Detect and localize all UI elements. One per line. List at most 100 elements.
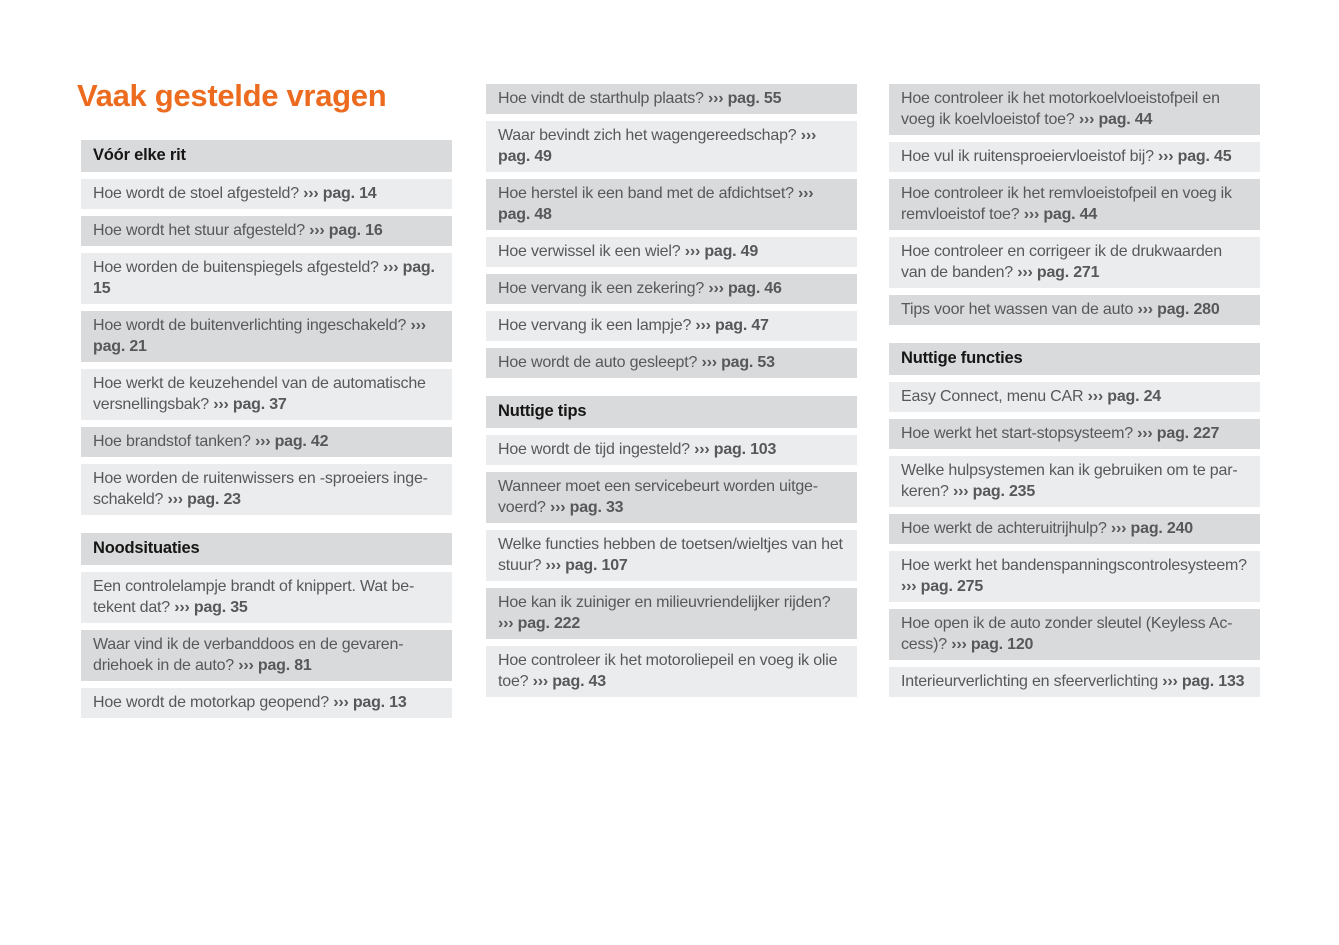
faq-item: Hoe wordt de stoel afgesteld? ››› pag. 1… xyxy=(81,179,452,209)
faq-item: Hoe kan ik zuiniger en milieuvriendelijk… xyxy=(486,588,857,639)
page-reference: ››› pag. 16 xyxy=(309,222,383,239)
question-text: Hoe vul ik ruitensproeiervloeistof bij? xyxy=(901,148,1154,165)
faq-item: Hoe controleer ik het motorkoelvloeistof… xyxy=(889,84,1260,135)
faq-item: Hoe worden de buitenspiegels afgesteld? … xyxy=(81,253,452,304)
page-reference: ››› pag. 13 xyxy=(333,694,407,711)
page-reference: ››› pag. 103 xyxy=(694,441,777,458)
page-reference: ››› pag. 35 xyxy=(174,599,248,616)
faq-item: Hoe controleer ik het remvloeistofpeil e… xyxy=(889,179,1260,230)
faq-item: Hoe open ik de auto zonder sleutel (Keyl… xyxy=(889,609,1260,660)
page-reference: ››› pag. 49 xyxy=(684,243,759,260)
question-text: Hoe wordt het stuur afgesteld? xyxy=(93,222,305,239)
page-reference: ››› pag. 120 xyxy=(951,636,1034,653)
page-reference: ››› pag. 21 xyxy=(93,317,426,355)
section-header: Nuttige functies xyxy=(889,343,1260,375)
question-text: Hoe werkt de keuzehendel van de automati… xyxy=(93,375,426,413)
page-reference: ››› pag. 43 xyxy=(532,673,607,690)
question-text: Wanneer moet een servicebeurt worden uit… xyxy=(498,478,819,516)
question-text: Tips voor het wassen van de auto xyxy=(901,301,1134,318)
question-text: Hoe controleer en corrigeer ik de drukwa… xyxy=(901,243,1222,281)
faq-item: Welke functies hebben de toetsen/wieltje… xyxy=(486,530,857,581)
question-text: Welke hulpsystemen kan ik gebruiken om t… xyxy=(901,462,1238,500)
faq-column-2: Hoe vindt de starthulp plaats? ››› pag. … xyxy=(486,84,857,704)
question-text: Hoe wordt de motorkap geopend? xyxy=(93,694,329,711)
faq-item: Een controlelampje brandt of knippert. W… xyxy=(81,572,452,623)
faq-item: Hoe vul ik ruitensproeiervloeistof bij? … xyxy=(889,142,1260,172)
page-reference: ››› pag. 275 xyxy=(901,578,984,595)
section-header: Noodsituaties xyxy=(81,533,452,565)
faq-item: Hoe wordt het stuur afgesteld? ››› pag. … xyxy=(81,216,452,246)
page-reference: ››› pag. 46 xyxy=(708,280,782,297)
question-text: Waar vind ik de verbanddoos en de gevare… xyxy=(93,636,404,674)
faq-item: Hoe wordt de auto gesleept? ››› pag. 53 xyxy=(486,348,857,378)
question-text: Welke functies hebben de toetsen/wieltje… xyxy=(498,536,843,574)
question-text: Hoe wordt de stoel afgesteld? xyxy=(93,185,299,202)
faq-column-1: Vóór elke rit Hoe wordt de stoel afgestel… xyxy=(81,140,452,725)
question-text: Hoe controleer ik het remvloeistofpeil e… xyxy=(901,185,1232,223)
question-text: Hoe kan ik zuiniger en milieuvriendelijk… xyxy=(498,594,831,611)
page-reference: ››› pag. 227 xyxy=(1137,425,1220,442)
page-reference: ››› pag. 240 xyxy=(1110,520,1193,537)
question-text: Hoe wordt de auto gesleept? xyxy=(498,354,698,371)
faq-item: Hoe werkt het start-stopsysteem? ››› pag… xyxy=(889,419,1260,449)
page-reference: ››› pag. 44 xyxy=(1023,206,1098,223)
page-title: Vaak gestelde vragen xyxy=(77,78,387,113)
question-text: Hoe werkt de achteruitrijhulp? xyxy=(901,520,1107,537)
question-text: Hoe vervang ik een zekering? xyxy=(498,280,705,297)
section-header: Nuttige tips xyxy=(486,396,857,428)
faq-item: Hoe controleer en corrigeer ik de drukwa… xyxy=(889,237,1260,288)
question-text: Hoe vindt de starthulp plaats? xyxy=(498,90,704,107)
faq-item: Hoe brandstof tanken? ››› pag. 42 xyxy=(81,427,452,457)
question-text: Hoe worden de ruitenwissers en -sproeier… xyxy=(93,470,428,508)
faq-item: Hoe worden de ruitenwissers en -sproeier… xyxy=(81,464,452,515)
question-text: Hoe werkt het start-stopsysteem? xyxy=(901,425,1133,442)
page-reference: ››› pag. 49 xyxy=(498,127,817,165)
question-text: Waar bevindt zich het wagengereedschap? xyxy=(498,127,797,144)
page-reference: ››› pag. 14 xyxy=(303,185,377,202)
page-reference: ››› pag. 42 xyxy=(254,433,329,450)
page-reference: ››› pag. 107 xyxy=(545,557,628,574)
faq-item: Hoe werkt het bandenspanningscontrolesys… xyxy=(889,551,1260,602)
page-reference: ››› pag. 37 xyxy=(213,396,287,413)
question-text: Hoe herstel ik een band met de afdichtse… xyxy=(498,185,794,202)
page-reference: ››› pag. 271 xyxy=(1017,264,1100,281)
faq-item: Easy Connect, menu CAR ››› pag. 24 xyxy=(889,382,1260,412)
section-header: Vóór elke rit xyxy=(81,140,452,172)
question-text: Hoe open ik de auto zonder sleutel (Keyl… xyxy=(901,615,1233,653)
faq-item: Hoe wordt de buitenverlichting ingeschak… xyxy=(81,311,452,362)
faq-item: Hoe herstel ik een band met de afdichtse… xyxy=(486,179,857,230)
faq-item: Tips voor het wassen van de auto ››› pag… xyxy=(889,295,1260,325)
page-reference: ››› pag. 23 xyxy=(167,491,242,508)
faq-item: Welke hulpsystemen kan ik gebruiken om t… xyxy=(889,456,1260,507)
page-reference: ››› pag. 44 xyxy=(1078,111,1153,128)
faq-item: Hoe wordt de tijd ingesteld? ››› pag. 10… xyxy=(486,435,857,465)
faq-item: Waar vind ik de verbanddoos en de gevare… xyxy=(81,630,452,681)
page-reference: ››› pag. 133 xyxy=(1162,673,1245,690)
question-text: Hoe controleer ik het motoroliepeil en v… xyxy=(498,652,838,690)
faq-item: Waar bevindt zich het wagengereedschap? … xyxy=(486,121,857,172)
page-reference: ››› pag. 235 xyxy=(952,483,1036,500)
page-reference: ››› pag. 15 xyxy=(93,259,435,297)
faq-item: Hoe wordt de motorkap geopend? ››› pag. … xyxy=(81,688,452,718)
faq-item: Hoe vervang ik een lampje? ››› pag. 47 xyxy=(486,311,857,341)
faq-item: Hoe vervang ik een zekering? ››› pag. 46 xyxy=(486,274,857,304)
question-text: Hoe wordt de buitenverlichting ingeschak… xyxy=(93,317,407,334)
page-reference: ››› pag. 81 xyxy=(238,657,312,674)
page-reference: ››› pag. 280 xyxy=(1137,301,1220,318)
question-text: Hoe vervang ik een lampje? xyxy=(498,317,692,334)
faq-item: Hoe werkt de keuzehendel van de automati… xyxy=(81,369,452,420)
question-text: Een controlelampje brandt of knippert. W… xyxy=(93,578,415,616)
question-text: Hoe brandstof tanken? xyxy=(93,433,251,450)
page-reference: ››› pag. 45 xyxy=(1158,148,1232,165)
question-text: Hoe wordt de tijd ingesteld? xyxy=(498,441,690,458)
faq-item: Wanneer moet een servicebeurt worden uit… xyxy=(486,472,857,523)
faq-item: Hoe werkt de achteruitrijhulp? ››› pag. … xyxy=(889,514,1260,544)
question-text: Hoe werkt het bandenspanningscontrolesys… xyxy=(901,557,1247,574)
question-text: Hoe worden de buitenspiegels afgesteld? xyxy=(93,259,379,276)
page-reference: ››› pag. 222 xyxy=(498,615,581,632)
page-reference: ››› pag. 48 xyxy=(498,185,814,223)
question-text: Hoe verwissel ik een wiel? xyxy=(498,243,681,260)
page-reference: ››› pag. 55 xyxy=(707,90,782,107)
page-reference: ››› pag. 53 xyxy=(701,354,775,371)
